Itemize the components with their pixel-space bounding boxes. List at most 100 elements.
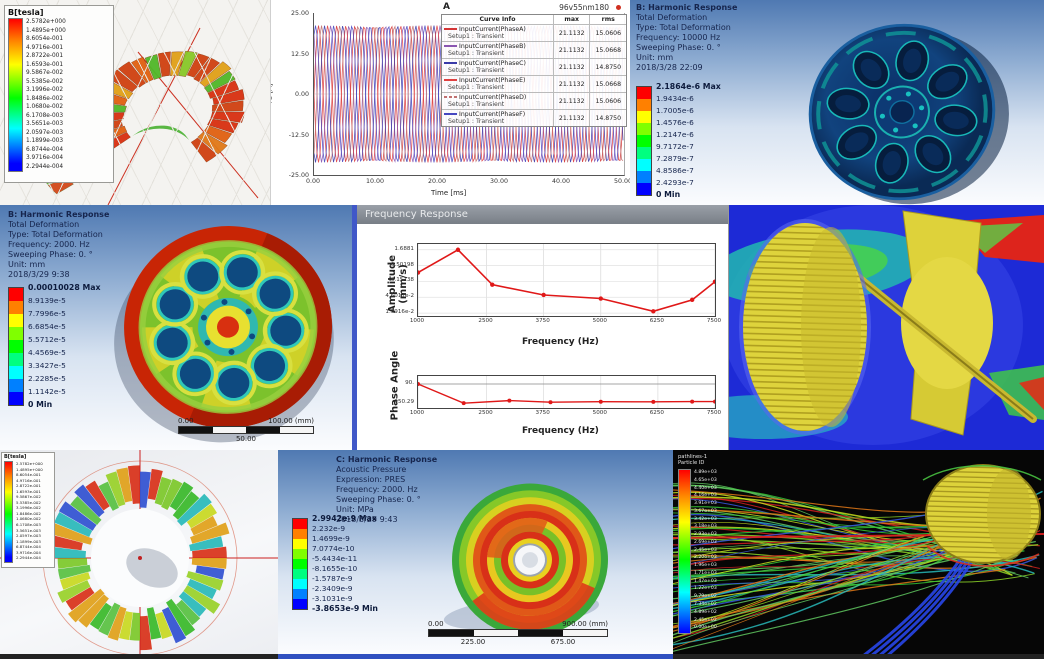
legend-value: 4.89e+02 — [694, 609, 717, 615]
legend-value: 3.5651e-003 — [16, 527, 41, 533]
x-axis-label: Time [ms] — [431, 189, 467, 197]
legend-value: 2.232e-9 — [312, 524, 346, 533]
legend-value: 1.0680e-002 — [16, 516, 41, 522]
amp-x-tick: 3750 — [535, 318, 550, 324]
amplitude-data-point — [651, 309, 656, 314]
legend-value: 4.9716e-001 — [26, 44, 64, 51]
legend-value: 3.67e+03 — [694, 508, 717, 514]
legend-value: 7.0774e-10 — [312, 544, 355, 553]
legend-title: B[tesla] — [8, 8, 44, 17]
curve-info-legend-table: Curve Info max rms InputCurrent(PhaseA) Setu… — [441, 14, 627, 127]
legend-value: 1.1142e-5 — [28, 387, 66, 396]
ruler-q3: 675.00 — [550, 638, 576, 646]
maxwell-ring-panel: B[tesla] 2.5782e+000 1.4895e+000 8.6054e-0… — [0, 450, 278, 654]
particle-streamlines-panel: pathlines-1 Particle ID 4.89e+03 4.65e+03… — [673, 450, 1044, 654]
ruler-bar — [428, 629, 608, 637]
legend-value: 1.4576e-6 — [656, 118, 694, 127]
ruler-q1: 225.00 — [460, 638, 486, 646]
streamline-visualization — [673, 464, 1044, 654]
legend-value: 2.4293e-7 — [656, 178, 694, 187]
frequency-response-window: Frequency Response Amplitude (mm/s) 1.68… — [352, 205, 729, 450]
legend-value: -2.3409e-9 — [312, 584, 353, 593]
legend-value: 3.42e+03 — [694, 516, 717, 522]
legend-value: 7.34e+02 — [694, 602, 717, 608]
header-line: Total Deformation — [8, 220, 80, 229]
legend-value: 2.69e+03 — [694, 539, 717, 545]
legend-value: 4.65e+03 — [694, 477, 717, 483]
y-tick-label: 25.00 — [290, 10, 309, 17]
legend-value: 1.71e+03 — [694, 570, 717, 576]
legend-value: 2.8722e-001 — [26, 53, 64, 59]
input-current-plot-panel: A 96v55nm180 Y1 [A] 25.00 12.50 0.00 -12.50… — [270, 0, 631, 205]
curve-color-swatch — [444, 79, 457, 81]
header-line: Sweeping Phase: 0. ° — [636, 43, 721, 52]
header-line: C: Harmonic Response — [336, 455, 438, 464]
legend-value: 5.5712e-5 — [28, 335, 66, 344]
legend-value: 4.16e+03 — [694, 493, 717, 499]
model-label: 96v55nm180 — [559, 3, 609, 12]
curve-color-swatch — [444, 96, 457, 98]
legend-value: 9.7172e-7 — [656, 142, 694, 151]
curve-rms-value: 14.8750 — [595, 63, 622, 71]
legend-value: 3.3427e-5 — [28, 361, 66, 370]
curve-rms-value: 14.8750 — [595, 114, 622, 122]
legend-value: 2.1864e-6 Max — [656, 82, 721, 91]
legend-value: 4.89e+03 — [694, 470, 717, 475]
legend-values: 2.5782e+000 1.4895e+000 8.6054e-001 4.9716e… — [26, 18, 66, 172]
deformation-legend: 2.1864e-6 Max 1.9434e-6 1.7005e-6 1.4576e-6… — [636, 82, 746, 199]
legend-value: 1.47e+03 — [694, 578, 717, 584]
x-tick-label: 10.00 — [365, 178, 385, 185]
legend-value: 2.45e+02 — [694, 617, 717, 623]
colorbar — [636, 86, 652, 196]
legend-value: 0.00010028 Max — [28, 283, 101, 292]
amp-x-tick: 2500 — [478, 318, 493, 324]
phase-x-tick: 7500 — [706, 410, 722, 416]
amplitude-curve — [418, 248, 715, 313]
header-line: 2018/3/29 9:38 — [8, 270, 70, 279]
legend-value: 3.91e+03 — [694, 501, 717, 507]
result-header-text: B: Harmonic Response Total Deformation Typ… — [8, 210, 109, 280]
legend-value: 2.93e+03 — [694, 532, 717, 538]
legend-value: 4.8586e-7 — [656, 166, 694, 175]
harmonic-response-10000hz-panel: B: Harmonic Response Total Deformation Typ… — [630, 0, 1044, 205]
amplitude-data-point — [541, 292, 546, 298]
legend-title: B[tesla] — [4, 454, 27, 460]
curve-rms-value: 15.0668 — [595, 46, 622, 54]
legend-value: 2.2944e-004 — [26, 163, 64, 170]
amplitude-data-point — [689, 297, 695, 303]
wheel-deformation-visualization — [114, 226, 334, 443]
legend-value: 1.0680e-002 — [26, 104, 64, 110]
legend-value: 6.8744e-004 — [16, 544, 41, 550]
x-tick-label: 30.00 — [489, 178, 509, 185]
amplitude-data-point — [490, 282, 495, 287]
legend-value: 4.9716e-001 — [16, 477, 41, 483]
legend-value: 1.7005e-6 — [656, 106, 694, 115]
curve-rms-value: 15.0606 — [595, 97, 622, 105]
gear-fan-flow-visualization — [723, 205, 1044, 450]
curve-info-row: InputCurrent(PhaseC) Setup1 : Transient 21… — [442, 59, 626, 76]
legend-value: 6.1708e-003 — [16, 522, 41, 528]
legend-value: 1.8486e-002 — [26, 95, 64, 102]
scale-ruler: 0.00 900.00 (mm) 225.00 675.00 — [428, 620, 608, 646]
amplitude-data-point — [598, 296, 603, 301]
colorbar — [4, 461, 13, 563]
legend-value: 2.45e+03 — [694, 547, 717, 553]
legend-value: 1.1899e-003 — [26, 138, 64, 144]
amp-x-tick: 5000 — [592, 318, 607, 324]
curve-setup: Setup1 : Transient — [448, 33, 505, 40]
header-line: Unit: MPa — [336, 505, 374, 514]
phase-curve — [418, 383, 715, 404]
legend-value: 5.5385e-002 — [26, 78, 64, 85]
legend-value: 9.5867e-002 — [26, 70, 64, 76]
legend-value: 0 Min — [656, 190, 681, 199]
curve-setup: Setup1 : Transient — [448, 84, 505, 91]
legend-value: 4.40e+03 — [694, 485, 717, 491]
curve-name: InputCurrent(PhaseB) — [459, 43, 526, 50]
curve-info-row: InputCurrent(PhaseE) Setup1 : Transient 21… — [442, 76, 626, 93]
amplitude-data-point — [418, 270, 421, 275]
colorbar — [292, 518, 308, 610]
curve-name: InputCurrent(PhaseF) — [459, 111, 526, 118]
legend-value: 9.79e+02 — [694, 594, 717, 600]
phase-data-point — [507, 398, 512, 403]
window-titlebar: Frequency Response — [357, 205, 728, 224]
